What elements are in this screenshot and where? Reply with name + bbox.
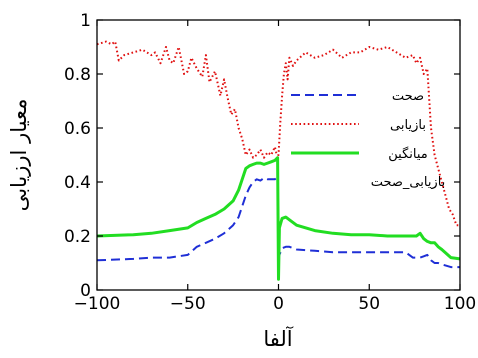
x-tick-label: 0 (273, 294, 284, 314)
y-tick-label: 0.8 (64, 65, 91, 85)
y-tick-label: 0.4 (64, 173, 91, 193)
x-tick-label: −100 (74, 294, 121, 314)
legend-label-3: بازیابی_صحت (371, 175, 446, 190)
y-tick-label: 0 (80, 281, 91, 301)
ticks-layer: −100 −50 0 50 100 0 0.2 0.4 0.6 0.8 1 (64, 11, 476, 314)
legend: صحت بازیابی میانگین بازیابی_صحت (291, 89, 445, 190)
y-tick-label: 1 (80, 11, 91, 31)
legend-label-1: بازیابی (390, 118, 426, 133)
series-line-2 (96, 156, 461, 281)
legend-label-0: صحت (392, 89, 424, 104)
x-tick-label: 100 (444, 294, 476, 314)
x-axis-title: آلفا (263, 326, 293, 351)
y-tick-label: 0.2 (64, 227, 91, 247)
y-axis-title: معیار ارزیابی (7, 99, 31, 212)
legend-label-2: میانگین (388, 146, 427, 162)
x-tick-label: 50 (358, 294, 380, 314)
series-layer (96, 40, 461, 281)
x-tick-label: −50 (170, 294, 206, 314)
y-tick-label: 0.6 (64, 119, 91, 139)
